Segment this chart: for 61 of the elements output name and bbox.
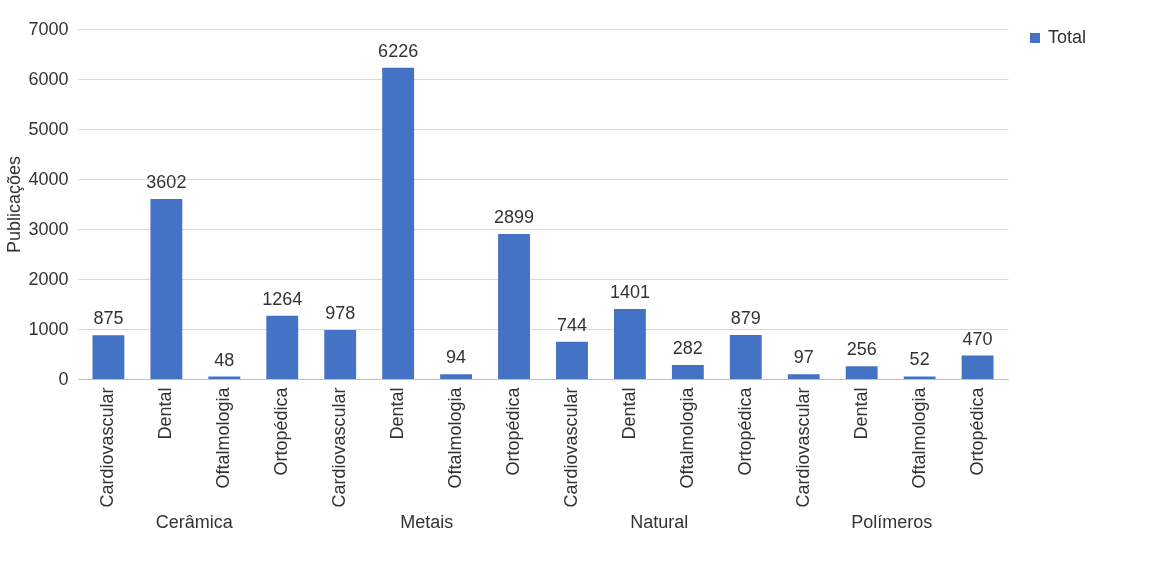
x-tick-label: Ortopédica [734,386,755,476]
y-tick-label: 4000 [28,168,69,189]
x-tick-label: Dental [155,387,176,440]
y-tick-label: 5000 [28,118,69,139]
data-label: 48 [214,349,235,370]
data-label: 94 [446,347,467,368]
x-tick-label: Dental [387,387,408,440]
y-tick-label: 6000 [28,68,69,89]
data-label: 52 [909,349,930,370]
bar [556,341,588,379]
text: Metais [400,512,454,532]
x-tick-label: Dental [618,387,639,440]
data-label: 875 [93,308,124,329]
x-tick-label: Oftalmologia [908,386,929,489]
data-label: 978 [325,303,356,324]
data-label: 1401 [609,281,650,302]
x-tick-label: Oftalmologia [213,386,234,489]
bar [787,374,820,379]
bar [729,335,762,379]
data-label: 6226 [378,40,419,61]
y-tick-label: 7000 [28,18,69,39]
x-tick-label: Cardiovascular [329,387,350,508]
text: Polímeros [851,512,933,532]
bar [440,374,473,379]
legend-label: Total [1048,27,1087,47]
x-tick-label: Cardiovascular [792,387,813,508]
bar [150,198,183,379]
x-tick-label: Ortopédica [271,386,292,476]
bar [961,355,994,379]
bar [498,234,530,379]
x-tick-label: Oftalmologia [676,386,697,489]
data-label: 3602 [146,171,187,192]
data-label: 744 [556,314,587,335]
y-tick-label: 1000 [28,318,69,339]
data-label: 256 [846,339,877,360]
bar [324,330,357,379]
bar [92,335,125,379]
data-label: 470 [962,328,993,349]
x-tick-label: Ortopédica [966,386,987,476]
y-tick-label: 2000 [28,268,69,289]
text: Cerâmica [155,512,234,532]
bar [671,364,704,379]
x-tick-label: Ortopédica [503,386,524,476]
x-tick-label: Cardiovascular [560,387,581,508]
x-tick-label: Oftalmologia [445,386,466,489]
data-label: 97 [793,347,814,368]
y-axis-title: Publicações [4,155,25,254]
y-tick-label: 3000 [28,218,69,239]
bar [266,315,299,379]
bar [903,376,936,379]
text: Natural [630,512,689,532]
data-label: 879 [730,308,761,329]
data-label: 282 [672,337,703,358]
x-tick-label: Cardiovascular [97,387,118,508]
data-label: 2899 [494,207,535,228]
bar [845,366,878,379]
bar [613,308,646,379]
y-tick-label: 0 [58,368,69,389]
data-label: 1264 [262,288,303,309]
x-tick-label: Dental [850,387,871,440]
bar [382,67,415,379]
